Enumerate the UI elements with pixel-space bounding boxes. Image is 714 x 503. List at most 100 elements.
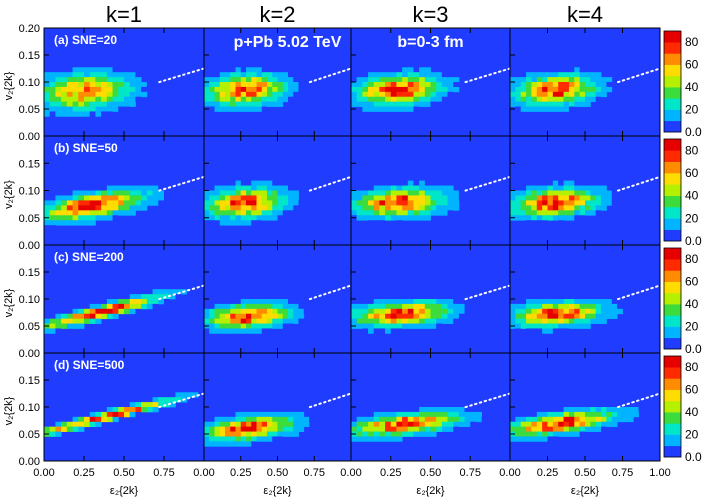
heatmap-cell (547, 411, 554, 418)
heatmap-cell (447, 82, 454, 88)
heatmap-cell (579, 421, 586, 428)
heatmap-cell (72, 190, 79, 196)
heatmap-cell (531, 72, 538, 78)
heatmap-cell (430, 416, 437, 423)
heatmap-cell (362, 205, 369, 211)
heatmap-cell (61, 72, 68, 78)
heatmap-cell (272, 185, 278, 191)
heatmap-cell (225, 421, 231, 428)
heatmap-cell (84, 77, 91, 83)
heatmap-cell (373, 308, 380, 315)
heatmap-cell (385, 86, 392, 93)
heatmap-cell (585, 72, 591, 78)
heatmap-cell (590, 190, 597, 196)
heatmap-cell (595, 72, 602, 78)
heatmap-cell (246, 106, 252, 112)
heatmap-cell (373, 421, 380, 428)
heatmap-cell (413, 210, 420, 216)
heatmap-cell (611, 402, 618, 408)
heatmap-cell (256, 101, 263, 107)
heatmap-cell (251, 185, 257, 191)
heatmap-cell (424, 416, 431, 423)
heatmap-cell (277, 86, 284, 93)
x-tick-label: 0.75 (153, 467, 174, 479)
heatmap-cell (531, 106, 538, 112)
heatmap-cell (385, 431, 392, 437)
heatmap-cell (267, 215, 273, 221)
heatmap-cell (402, 215, 409, 221)
heatmap-cell (510, 190, 516, 196)
x-tick-label: 0.75 (612, 467, 633, 479)
heatmap-cell (198, 392, 205, 398)
heatmap-cell (390, 210, 397, 216)
heatmap-cell (66, 106, 73, 112)
heatmap-cell (240, 210, 247, 216)
heatmap-cell (547, 195, 554, 201)
heatmap-cell (579, 210, 586, 216)
heatmap-cell (240, 86, 247, 93)
heatmap-cell (95, 185, 102, 191)
heatmap-cell (552, 426, 559, 432)
heatmap-cell (520, 205, 527, 211)
heatmap-cell (214, 313, 221, 320)
heatmap-cell (261, 215, 268, 221)
heatmap-cell (267, 328, 273, 334)
heatmap-cell (552, 215, 559, 221)
heatmap-cell (351, 101, 358, 107)
heatmap-cell (106, 313, 113, 320)
heatmap-cell (396, 210, 403, 216)
heatmap-cell (240, 190, 247, 196)
heatmap-cell (351, 426, 358, 432)
heatmap-cell (225, 303, 231, 310)
heatmap-cell (61, 195, 68, 201)
heatmap-cell (135, 77, 142, 83)
heatmap-cell (251, 190, 257, 196)
heatmap-cell (595, 82, 602, 88)
heatmap-cell (256, 200, 263, 206)
colorbar-tick-label: 80 (685, 360, 699, 374)
heatmap-cell (441, 318, 448, 324)
heatmap-cell (240, 91, 247, 98)
heatmap-cell (531, 101, 538, 107)
heatmap-cell (267, 82, 273, 88)
heatmap-cell (106, 210, 113, 216)
heatmap-cell (261, 328, 268, 334)
heatmap-cell (585, 313, 591, 320)
heatmap-cell (118, 106, 125, 112)
heatmap-cell (563, 106, 570, 112)
colorbar-segment (664, 150, 681, 162)
heatmap-cell (622, 411, 629, 418)
heatmap-cell (169, 402, 176, 408)
heatmap-cell (66, 96, 73, 103)
heatmap-cell (209, 220, 215, 226)
heatmap-cell (413, 215, 420, 221)
heatmap-cell (214, 303, 221, 310)
heatmap-cell (256, 308, 263, 315)
heatmap-cell (585, 210, 591, 216)
heatmap-cell (230, 416, 236, 423)
heatmap-cell (272, 215, 278, 221)
heatmap-cell (385, 323, 392, 329)
heatmap-cell (402, 411, 409, 418)
heatmap-cell (368, 421, 375, 428)
heatmap-cell (219, 220, 226, 226)
heatmap-cell (552, 318, 559, 324)
heatmap-cell (558, 82, 564, 88)
heatmap-cell (407, 195, 414, 201)
heatmap-cell (95, 303, 102, 310)
heatmap-cell (447, 318, 454, 324)
heatmap-cell (124, 200, 131, 206)
heatmap-cell (351, 96, 358, 103)
heatmap-cell (282, 426, 289, 432)
heatmap-cell (135, 205, 142, 211)
heatmap-cell (209, 318, 215, 324)
heatmap-cell (585, 416, 591, 423)
heatmap-cell (251, 106, 257, 112)
heatmap-cell (590, 96, 597, 103)
heatmap-cell (601, 318, 607, 324)
heatmap-cell (413, 416, 420, 423)
heatmap-cell (552, 294, 559, 300)
heatmap-cell (373, 210, 380, 216)
heatmap-cell (419, 82, 426, 88)
heatmap-cell (368, 436, 375, 442)
